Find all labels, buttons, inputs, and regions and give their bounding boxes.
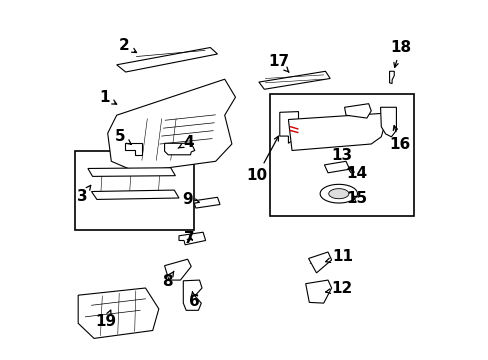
Polygon shape: [125, 143, 142, 155]
Polygon shape: [78, 288, 159, 338]
Polygon shape: [320, 184, 357, 203]
Text: 11: 11: [325, 249, 352, 264]
Text: 2: 2: [118, 37, 136, 53]
Text: 16: 16: [388, 126, 410, 152]
Polygon shape: [91, 190, 179, 199]
Polygon shape: [389, 71, 393, 84]
Polygon shape: [164, 259, 191, 280]
Polygon shape: [179, 232, 205, 245]
Text: 3: 3: [77, 185, 91, 204]
Polygon shape: [117, 48, 217, 72]
Text: 17: 17: [267, 54, 289, 72]
Polygon shape: [344, 104, 370, 118]
Text: 15: 15: [346, 191, 366, 206]
Polygon shape: [288, 113, 385, 150]
Polygon shape: [308, 252, 331, 273]
Text: 7: 7: [184, 231, 195, 246]
Polygon shape: [88, 168, 175, 176]
Text: 1: 1: [99, 90, 117, 105]
Text: 10: 10: [246, 136, 278, 183]
Text: 5: 5: [115, 129, 131, 144]
Text: 6: 6: [188, 291, 199, 309]
Polygon shape: [305, 280, 331, 303]
Polygon shape: [258, 71, 329, 89]
Polygon shape: [324, 161, 349, 173]
Polygon shape: [164, 143, 194, 155]
Bar: [269, 94, 413, 216]
Text: 8: 8: [162, 271, 174, 289]
Polygon shape: [380, 107, 396, 137]
Text: 13: 13: [330, 148, 351, 163]
Polygon shape: [328, 189, 348, 199]
Text: 14: 14: [346, 166, 366, 181]
Text: 4: 4: [178, 135, 194, 150]
Text: 19: 19: [95, 310, 116, 329]
Bar: [75, 151, 194, 230]
Polygon shape: [107, 79, 235, 172]
Text: 18: 18: [389, 40, 410, 67]
Polygon shape: [193, 197, 220, 208]
Text: 9: 9: [182, 192, 199, 207]
Polygon shape: [183, 280, 202, 310]
Text: 12: 12: [325, 281, 352, 296]
Polygon shape: [279, 112, 298, 143]
